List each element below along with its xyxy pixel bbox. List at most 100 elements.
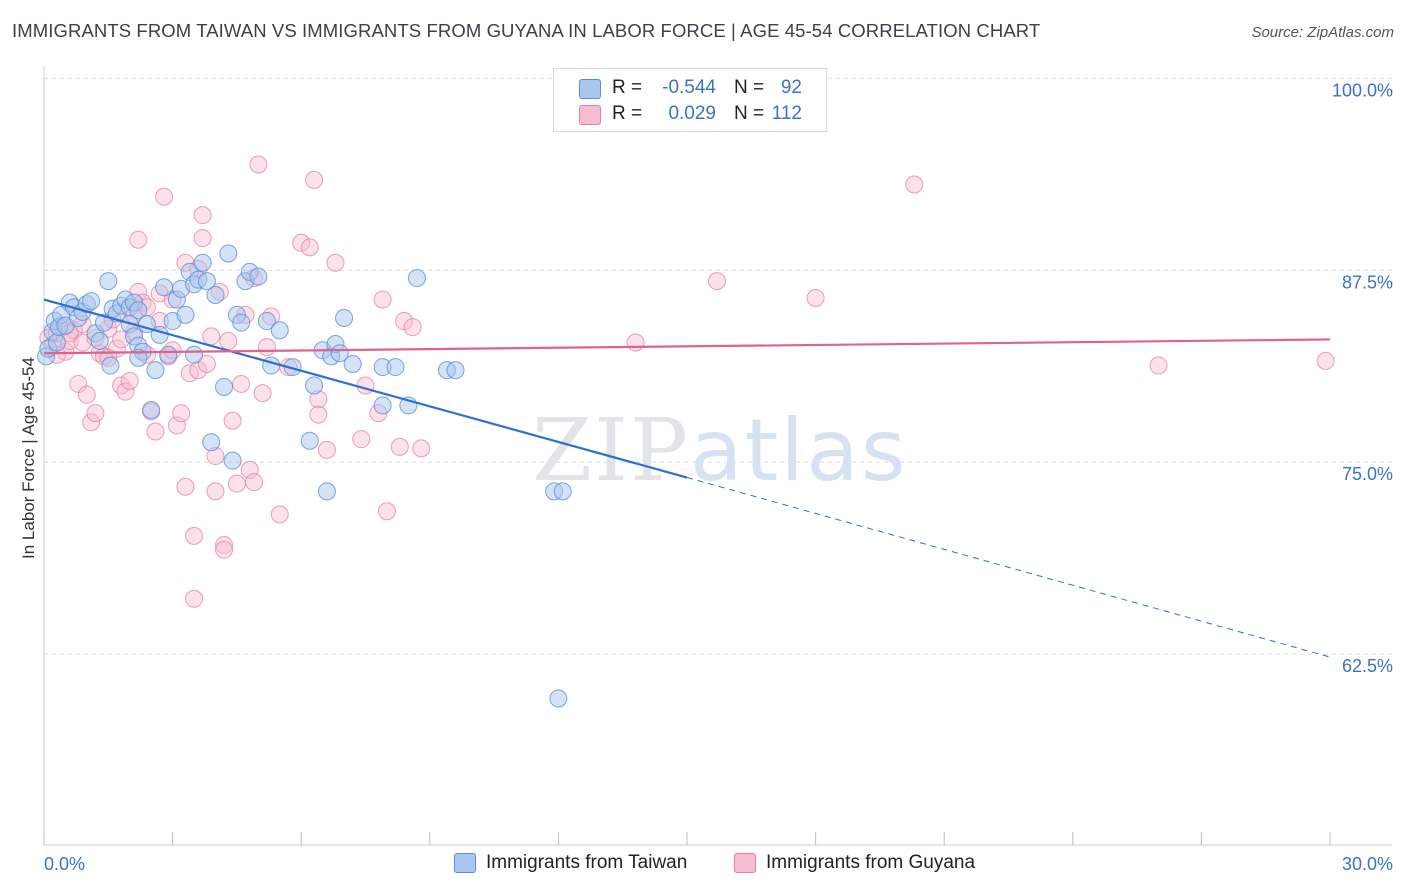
taiwan-point — [219, 244, 238, 263]
guyana-point — [377, 502, 396, 521]
taiwan-point — [343, 354, 362, 373]
legend-r-label: R = — [612, 103, 643, 124]
guyana-point — [905, 175, 924, 194]
guyana-point — [317, 440, 336, 459]
gridlines — [44, 78, 1392, 655]
x-tick-label: 0.0% — [44, 854, 85, 874]
guyana-point — [232, 374, 251, 393]
taiwan-trend-extension — [686, 477, 1331, 658]
series-label-taiwan: Immigrants from Taiwan — [486, 852, 688, 873]
guyana-point — [172, 404, 191, 423]
taiwan-point — [249, 267, 268, 286]
guyana-point — [77, 385, 96, 404]
stats-legend: R = -0.544 N = 92 R = 0.029 N = 112 — [553, 68, 827, 132]
guyana-point — [116, 382, 135, 401]
taiwan-point — [270, 321, 289, 340]
guyana-point — [120, 371, 139, 390]
guyana-point — [155, 187, 174, 206]
taiwan-point — [446, 361, 465, 380]
guyana-point — [219, 331, 238, 350]
y-tick-label: 87.5% — [1342, 272, 1393, 292]
guyana-point — [352, 430, 371, 449]
taiwan-point — [155, 278, 174, 297]
legend-n-label: N = — [734, 77, 765, 98]
legend-r-value: -0.544 — [662, 77, 716, 98]
taiwan-point — [101, 356, 120, 375]
guyana-point — [326, 253, 345, 272]
taiwan-point — [129, 301, 148, 320]
guyana-point — [300, 238, 319, 257]
taiwan-point — [197, 272, 216, 291]
guyana-point — [403, 318, 422, 337]
series-swatch-taiwan — [454, 853, 476, 873]
guyana-point — [197, 354, 216, 373]
taiwan-point — [176, 305, 195, 324]
guyana-point — [806, 289, 825, 308]
taiwan-point — [47, 333, 66, 352]
guyana-point — [390, 437, 409, 456]
guyana-point — [373, 290, 392, 309]
axes — [43, 66, 1392, 846]
taiwan-point — [82, 292, 101, 311]
taiwan-point — [232, 313, 251, 332]
watermark-atlas: atlas — [690, 401, 908, 501]
guyana-point — [202, 327, 221, 346]
guyana-point — [356, 376, 375, 395]
taiwan-point — [193, 253, 212, 272]
taiwan-point — [407, 269, 426, 288]
taiwan-point — [262, 356, 281, 375]
y-axis-label: In Labor Force | Age 45-54 — [19, 357, 38, 559]
x-tick-labels: 0.0% 30.0% — [44, 854, 1393, 874]
legend-row-taiwan: R = -0.544 N = 92 — [554, 75, 826, 101]
taiwan-point — [300, 431, 319, 450]
guyana-point — [185, 589, 204, 608]
y-tick-labels: 62.5% 75.0% 87.5% 100.0% — [1332, 81, 1393, 676]
source-credit: Source: ZipAtlas.com — [1251, 24, 1394, 41]
guyana-point — [253, 384, 272, 403]
taiwan-point — [215, 378, 234, 397]
guyana-point — [257, 338, 276, 357]
watermark: ZIPatlas — [532, 401, 907, 501]
guyana-point — [270, 505, 289, 524]
taiwan-point — [146, 361, 165, 380]
guyana-trend-line — [43, 338, 1331, 355]
y-tick-label: 100.0% — [1332, 81, 1393, 101]
taiwan-points — [37, 244, 572, 708]
guyana-point — [206, 482, 225, 501]
taiwan-point — [129, 348, 148, 367]
y-tick-label: 75.0% — [1342, 464, 1393, 484]
series-swatch-guyana — [734, 853, 756, 873]
guyana-point — [193, 206, 212, 225]
taiwan-point — [202, 433, 221, 452]
series-legend: Immigrants from Taiwan Immigrants from G… — [0, 850, 1406, 880]
taiwan-point — [142, 401, 161, 420]
x-tick-label: 30.0% — [1342, 854, 1393, 874]
taiwan-point — [185, 345, 204, 364]
legend-row-guyana: R = 0.029 N = 112 — [554, 101, 826, 127]
series-label-guyana: Immigrants from Guyana — [766, 852, 976, 873]
taiwan-point — [90, 331, 109, 350]
taiwan-point — [159, 345, 178, 364]
guyana-point — [412, 439, 431, 458]
guyana-point — [185, 526, 204, 545]
guyana-point — [146, 422, 165, 441]
taiwan-point — [317, 482, 336, 501]
legend-n-label: N = — [734, 103, 765, 124]
taiwan-point — [553, 482, 572, 501]
legend-r-label: R = — [612, 77, 643, 98]
taiwan-point — [257, 312, 276, 331]
taiwan-trend-line — [43, 298, 688, 479]
legend-swatch-taiwan — [579, 79, 601, 99]
guyana-point — [292, 233, 311, 252]
guyana-point — [176, 477, 195, 496]
taiwan-point — [335, 308, 354, 327]
guyana-point — [708, 272, 727, 291]
chart-title: IMMIGRANTS FROM TAIWAN VS IMMIGRANTS FRO… — [12, 20, 1041, 41]
guyana-point — [82, 413, 101, 432]
legend-r-value: 0.029 — [668, 103, 716, 124]
guyana-points — [39, 155, 1335, 608]
guyana-point — [245, 473, 264, 492]
guyana-point — [129, 230, 148, 249]
taiwan-point — [99, 272, 118, 291]
